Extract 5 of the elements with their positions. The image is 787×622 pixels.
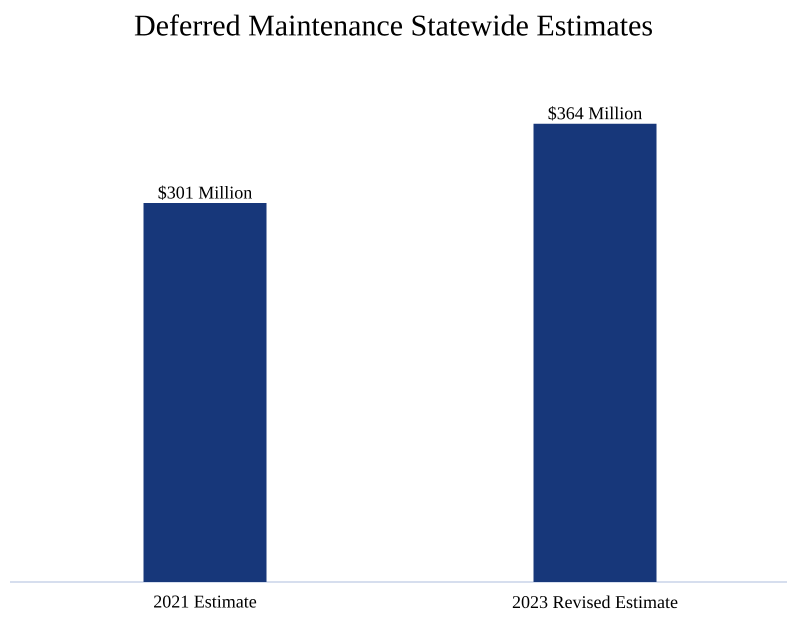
data-label: $364 Million — [548, 106, 642, 121]
x-tick-label: 2023 Revised Estimate — [512, 596, 678, 608]
x-tick-label: 2021 Estimate — [154, 596, 256, 608]
data-label: $301 Million — [158, 185, 252, 200]
chart-title: Deferred Maintenance Statewide Estimates — [134, 14, 652, 36]
